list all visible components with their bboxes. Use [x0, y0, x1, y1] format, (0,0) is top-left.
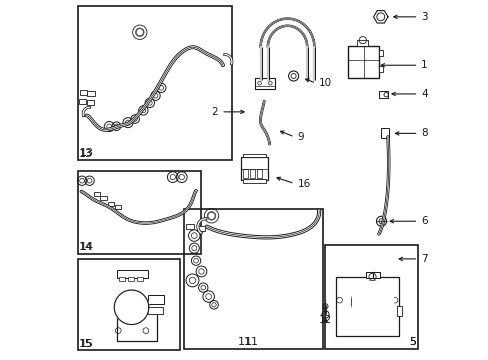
Bar	[250, 169, 254, 178]
Text: 9: 9	[297, 132, 304, 142]
Text: 14: 14	[80, 242, 94, 252]
Bar	[137, 277, 143, 281]
Bar	[117, 313, 156, 341]
Bar	[378, 66, 383, 72]
Bar	[197, 226, 204, 231]
Bar	[78, 171, 201, 253]
Bar	[325, 244, 418, 348]
Bar	[380, 128, 388, 138]
Bar	[86, 100, 94, 105]
Bar	[348, 45, 378, 78]
Text: 12: 12	[318, 315, 331, 325]
Bar	[107, 202, 114, 206]
Bar	[241, 157, 267, 180]
Bar	[378, 50, 383, 56]
Bar	[242, 179, 265, 183]
Text: 4: 4	[421, 89, 427, 99]
Bar	[378, 91, 387, 98]
Bar	[243, 169, 247, 178]
Text: 10: 10	[319, 78, 331, 88]
Bar	[78, 259, 180, 350]
Text: 1: 1	[421, 60, 427, 70]
Text: 7: 7	[421, 254, 427, 264]
Text: 3: 3	[421, 12, 427, 22]
Text: 13: 13	[79, 149, 93, 159]
Text: 5: 5	[408, 337, 415, 347]
Bar	[100, 196, 106, 200]
Bar	[335, 277, 398, 336]
Bar	[242, 154, 265, 157]
Text: 16: 16	[297, 179, 310, 189]
Bar	[147, 307, 163, 315]
Polygon shape	[114, 290, 148, 324]
Text: 8: 8	[421, 129, 427, 138]
Text: 2: 2	[211, 107, 218, 117]
Bar	[79, 99, 86, 104]
Bar	[94, 192, 100, 197]
Bar	[119, 277, 125, 281]
Text: 14: 14	[79, 242, 93, 252]
Bar	[365, 272, 379, 278]
Bar	[87, 91, 94, 96]
Text: 15: 15	[80, 338, 93, 348]
Bar	[78, 6, 231, 160]
Bar	[396, 306, 402, 316]
Bar	[257, 169, 261, 178]
Bar	[115, 205, 121, 209]
Text: 11: 11	[244, 337, 258, 347]
Bar	[357, 40, 367, 45]
Polygon shape	[351, 281, 392, 323]
Text: 6: 6	[421, 216, 427, 226]
Text: 15: 15	[79, 339, 93, 349]
Bar	[186, 224, 194, 229]
Text: 5: 5	[408, 337, 415, 347]
Text: 13: 13	[80, 148, 93, 158]
Bar	[147, 295, 163, 304]
Bar	[128, 277, 134, 281]
Bar	[255, 78, 274, 89]
Bar	[183, 209, 323, 348]
Bar	[117, 270, 147, 278]
Text: 11: 11	[238, 337, 252, 347]
Bar	[80, 90, 87, 95]
